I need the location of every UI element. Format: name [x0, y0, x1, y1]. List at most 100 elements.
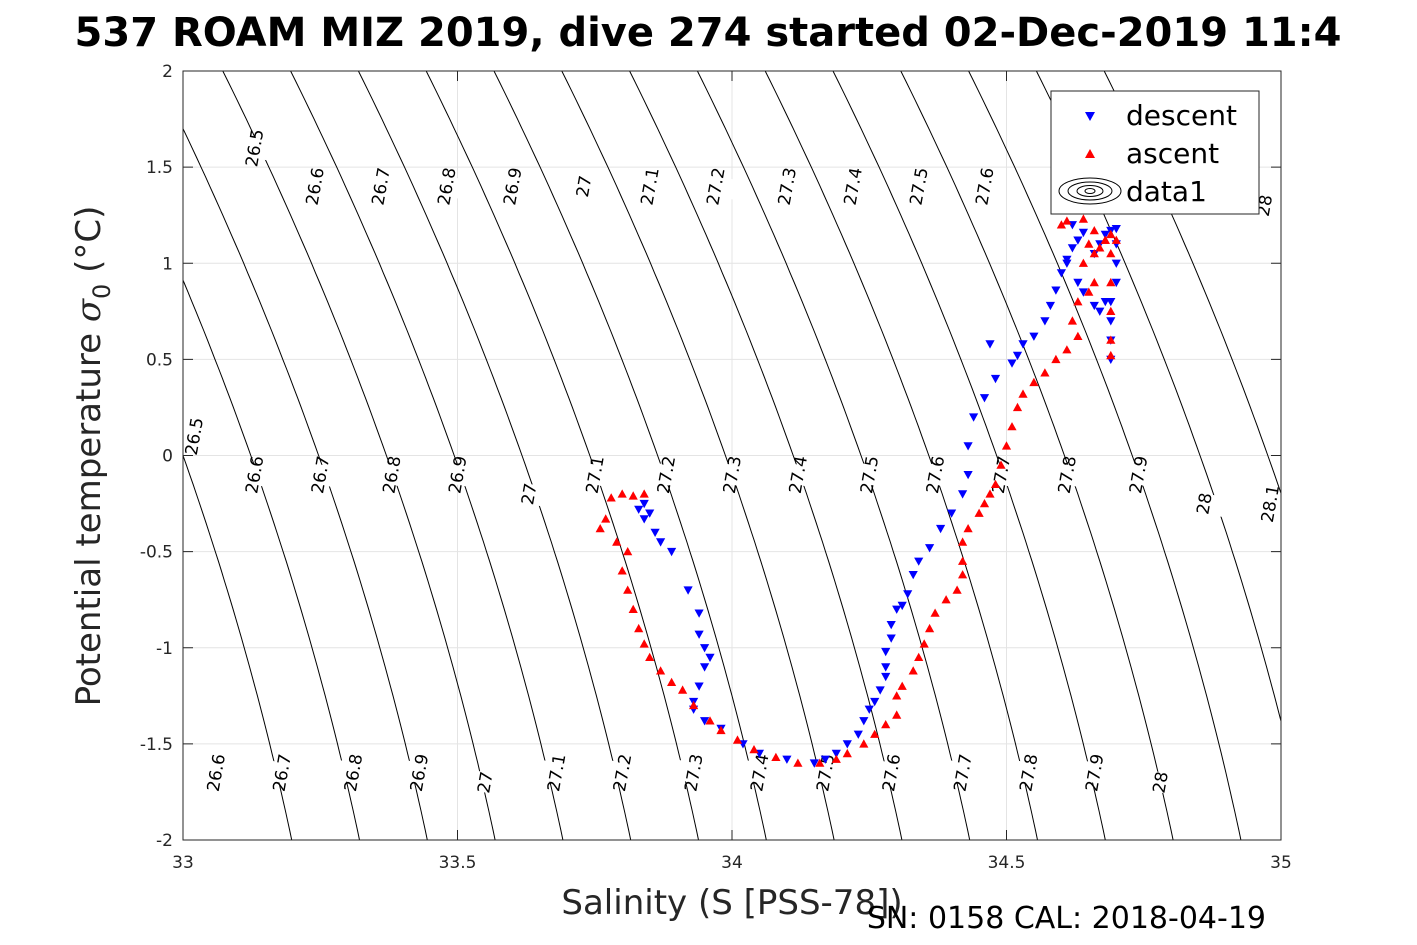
contour-label: 27 — [518, 482, 541, 507]
contour-label-gap — [600, 759, 644, 787]
legend-data1-contour-icon — [1058, 177, 1122, 205]
y-axis-label: Potential temperature σ0 (°C) — [69, 206, 116, 707]
descent-point — [908, 571, 918, 580]
ascent-point — [996, 460, 1006, 469]
contour-label-gap — [232, 461, 276, 489]
ascent-point — [919, 639, 929, 648]
x-tick-label: 33.5 — [439, 853, 477, 873]
ascent-point — [897, 681, 907, 690]
legend-descent-marker — [1085, 112, 1095, 121]
ascent-point — [831, 754, 841, 763]
descent-point — [639, 499, 649, 509]
descent-point — [820, 755, 830, 764]
contour-label-gap — [507, 480, 551, 508]
contour-label-gap — [293, 173, 337, 200]
descent-point — [831, 749, 841, 759]
descent-point — [979, 394, 990, 403]
contour-label-gap — [1138, 769, 1182, 796]
descent-point — [700, 663, 710, 672]
axis-ticks: 33 33.5 34 34.5 35 -2 -1.5 -1 -0.5 0 0.5 1 1.5 2 — [140, 62, 1292, 873]
ascent-point — [639, 489, 649, 498]
ascent-point — [1062, 345, 1072, 354]
y-tick-label: 0 — [162, 447, 173, 467]
descent-point — [842, 740, 852, 749]
contour-label-gap — [897, 173, 941, 200]
ascent-point — [1001, 441, 1012, 450]
descent-point — [645, 509, 655, 518]
ascent-point — [952, 585, 962, 594]
contour-label: 27 — [573, 174, 596, 199]
ascent-point — [617, 489, 627, 498]
ascent-point — [732, 735, 743, 744]
contour-label-gap — [979, 461, 1023, 489]
ascent-point — [689, 700, 699, 710]
contour-label-gap — [765, 173, 809, 200]
ascent-point — [914, 652, 924, 661]
descent-point — [881, 663, 891, 672]
descent-point — [809, 759, 819, 768]
descent-point — [886, 621, 896, 630]
descent-point — [897, 601, 907, 611]
descent-point — [1089, 301, 1099, 311]
isopycnal-27.1 — [425, 71, 700, 840]
legend-ascent-label: ascent — [1126, 137, 1219, 170]
isopycnal-27.8 — [900, 71, 1174, 840]
ascent-point — [815, 758, 825, 767]
ascent-point — [1062, 216, 1072, 225]
contour-label-gap — [869, 759, 913, 787]
x-tick-label: 35 — [1270, 853, 1292, 873]
contour-label-gap — [298, 461, 342, 489]
descent-point — [963, 471, 973, 480]
ascent-point — [892, 691, 902, 700]
descent-point — [1100, 230, 1110, 239]
ascent-point — [1089, 277, 1099, 287]
isopycnal-27.0 — [357, 71, 632, 840]
isopycnal-27.2 — [493, 71, 767, 840]
ascent-point — [606, 493, 616, 502]
ascent-point — [705, 716, 715, 725]
ascent-point — [1089, 226, 1099, 235]
ascent-point — [941, 595, 951, 604]
ascent-point — [1051, 354, 1061, 364]
descent-point — [1067, 244, 1077, 253]
contour-label-gap — [359, 173, 403, 200]
contour-label-gap — [573, 461, 617, 489]
isopycnal-27.5 — [696, 71, 971, 840]
ascent-point — [749, 745, 759, 754]
data-points — [595, 214, 1121, 768]
contour-label-gap — [694, 173, 737, 200]
isopycnal-26.9 — [290, 71, 564, 840]
ascent-point — [958, 537, 968, 546]
descent-point — [1111, 278, 1121, 288]
ascent-point — [656, 666, 666, 675]
ascent-point — [925, 623, 935, 633]
contour-label-gap — [738, 759, 781, 787]
ascent-point — [595, 524, 605, 533]
descent-point — [700, 644, 710, 653]
contour-label-gap — [963, 173, 1006, 200]
y-tick-label: 1 — [162, 254, 173, 274]
contour-label-gap — [463, 769, 507, 796]
ascent-point — [1067, 316, 1077, 325]
contour-label: 27 — [474, 770, 497, 795]
descent-point — [650, 528, 660, 537]
ascent-point — [1040, 368, 1050, 377]
ascent-point — [1084, 287, 1094, 296]
isopycnal-27.9 — [968, 71, 1242, 840]
contour-label-gap — [232, 134, 276, 162]
descent-point — [903, 590, 913, 599]
contour-label-gap — [436, 461, 479, 489]
ascent-point — [985, 489, 995, 498]
ascent-point — [881, 720, 891, 729]
ascent-point — [930, 608, 940, 617]
ascent-point — [842, 748, 852, 758]
ascent-point — [639, 639, 649, 648]
descent-point — [853, 730, 863, 739]
descent-point — [1018, 340, 1028, 349]
legend-data1-label: data1 — [1126, 175, 1207, 208]
ascent-point — [623, 585, 633, 594]
contour-label: 28 — [1149, 770, 1172, 795]
isopycnal-27.6 — [764, 71, 1039, 840]
descent-point — [881, 647, 891, 657]
descent-point — [936, 524, 946, 534]
